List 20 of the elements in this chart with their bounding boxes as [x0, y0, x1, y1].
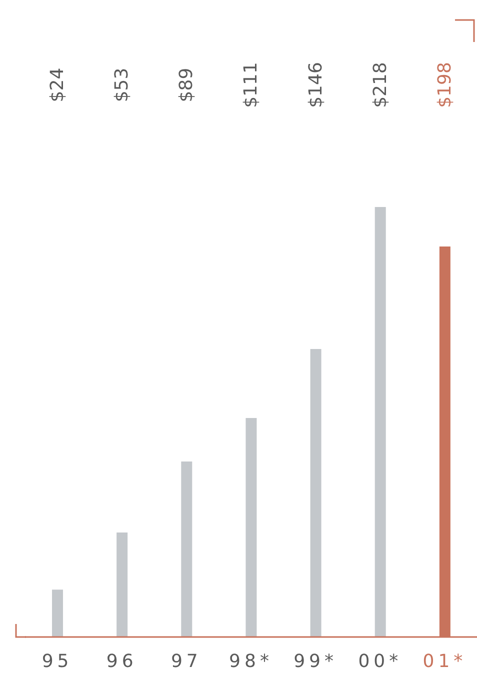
x-tick-label: 97	[170, 651, 202, 672]
data-label: $218	[370, 62, 391, 108]
x-tick-label: 99*	[294, 651, 338, 672]
bar	[181, 461, 192, 637]
x-tick-label: 00*	[358, 651, 402, 672]
x-tick-label: 98*	[229, 651, 273, 672]
data-label: $146	[305, 62, 326, 108]
x-tick-label: 95	[42, 651, 73, 672]
bar	[116, 532, 128, 637]
bar	[310, 349, 322, 637]
x-tick-label: 01*	[422, 651, 467, 672]
bar	[52, 590, 63, 637]
data-label: $89	[176, 68, 198, 102]
bar	[374, 207, 386, 637]
data-label: $24	[47, 68, 68, 102]
data-label: $111	[240, 62, 262, 108]
x-tick-label: 96	[106, 651, 138, 672]
data-label: $53	[112, 68, 133, 102]
data-label: $198	[434, 62, 456, 108]
bar	[246, 418, 257, 637]
